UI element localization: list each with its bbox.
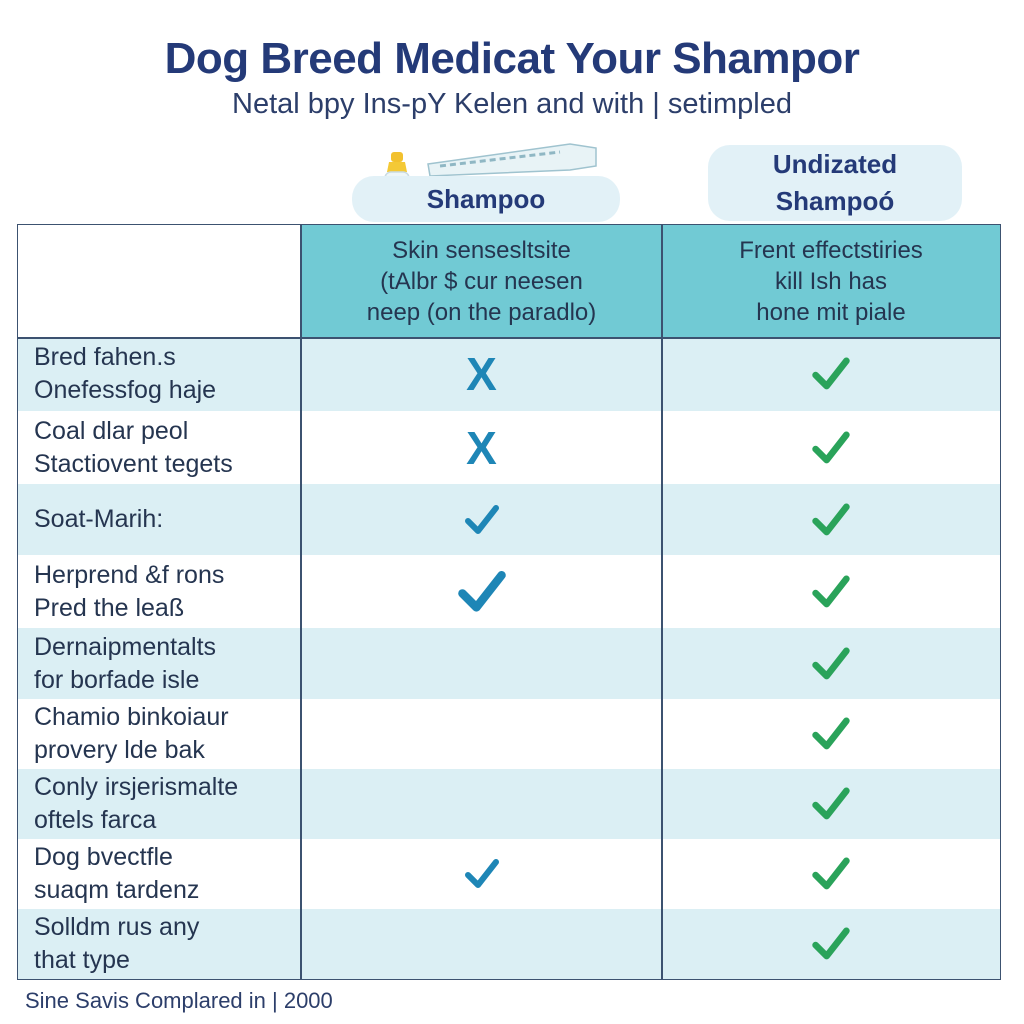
col1-cell (301, 628, 662, 699)
col1-cell: X (301, 411, 662, 484)
col1-cell (301, 839, 662, 909)
table-header-col2-line: Frent effectstiries (739, 236, 923, 264)
col2-cell (662, 628, 1000, 699)
page-title: Dog Breed Medicat Your Shampor (164, 34, 860, 83)
row-label-line: for borfade isle (34, 665, 200, 694)
row-label-line: Coal dlar peol (34, 416, 189, 445)
table-row: Bred fahen.s Onefessfog haje X (18, 337, 1000, 411)
table-header-col2-line: hone mit piale (756, 298, 906, 326)
product-label-shampoo-text: Shampoo (426, 183, 546, 214)
table-row: Coal dlar peol Stactiovent tegets X (18, 411, 1000, 484)
row-label: Chamio binkoiaur provery lde bak (34, 699, 304, 769)
table-row: Soat-Marih: (18, 484, 1000, 555)
row-label-line: Conly irsjerismalte (34, 773, 239, 801)
shampoo-tube-icon (427, 143, 597, 177)
blue-check-icon (457, 570, 506, 612)
row-label: Conly irsjerismalte oftels farca (34, 769, 304, 839)
col1-cell (301, 484, 662, 555)
table-header-col1-line: (tAlbr $ cur neesen (380, 267, 583, 295)
table-divider (661, 225, 663, 979)
table-row: Dernaipmentalts for borfade isle (18, 628, 1000, 699)
row-label-line: Herprend &f rons (34, 560, 225, 589)
green-check-icon (812, 647, 850, 679)
row-label-line: oftels farca (34, 806, 157, 834)
row-label: Coal dlar peol Stactiovent tegets (34, 411, 304, 484)
table-header-col1: Skin sensesltsite (tAlbr $ cur neesen ne… (301, 225, 662, 337)
table-row: Conly irsjerismalte oftels farca (18, 769, 1000, 839)
col1-cell (301, 909, 662, 979)
table-header-col2: Frent effectstiries kill Ish has hone mi… (662, 225, 1000, 337)
green-check-icon (812, 787, 850, 820)
table-header-col1-line: neep (on the paradlo) (366, 298, 597, 326)
page-subtitle: Netal bpy Ins-pY Kelen and with | setimp… (232, 88, 792, 120)
col2-cell (662, 699, 1000, 769)
green-check-icon (812, 717, 850, 750)
blue-check-icon (464, 504, 499, 534)
row-label-line: Chamio binkoiaur (34, 703, 229, 731)
row-label: Herprend &f rons Pred the leaß (34, 555, 304, 628)
table-row: Chamio binkoiaur provery lde bak (18, 699, 1000, 769)
row-label: Solldm rus any that type (34, 909, 304, 979)
table-header-col2-line: kill Ish has (774, 267, 888, 295)
table-divider (18, 337, 1000, 339)
row-label-line: that type (34, 946, 130, 974)
product-label-line1: Undizated (772, 149, 898, 179)
row-label-line: Soat-Marih: (34, 505, 164, 533)
col2-cell (662, 337, 1000, 411)
table-row: Solldm rus any that type (18, 909, 1000, 979)
row-label-line: suaqm tardenz (34, 876, 200, 904)
col2-cell (662, 909, 1000, 979)
row-label-line: Pred the leaß (34, 593, 185, 622)
table-header-col1-line: Skin sensesltsite (392, 236, 571, 264)
row-label-line: Dernaipmentalts (34, 632, 217, 661)
x-mark-icon: X (466, 348, 497, 400)
row-label-line: Stactiovent tegets (34, 449, 233, 478)
product-label-shampoo: Shampoo (352, 176, 620, 222)
col1-cell (301, 769, 662, 839)
green-check-icon (812, 575, 850, 607)
col1-cell (301, 699, 662, 769)
row-label: Bred fahen.s Onefessfog haje (34, 337, 304, 411)
row-label: Dog bvectfle suaqm tardenz (34, 839, 304, 909)
blue-check-icon (464, 859, 499, 888)
table-header-blank (18, 225, 301, 337)
footer-note: Sine Savis Complared in | 2000 (25, 988, 333, 1013)
green-check-icon (812, 927, 850, 960)
col2-cell (662, 484, 1000, 555)
table-row: Dog bvectfle suaqm tardenz (18, 839, 1000, 909)
col2-cell (662, 555, 1000, 628)
table-row: Herprend &f rons Pred the leaß (18, 555, 1000, 628)
product-label-undizated-shampoo: Undizated Shampoó (708, 145, 962, 221)
table-divider (300, 225, 302, 979)
row-label-line: Solldm rus any (34, 913, 200, 941)
comparison-table: Skin sensesltsite (tAlbr $ cur neesen ne… (17, 224, 1001, 980)
row-label-line: Dog bvectfle (34, 843, 173, 871)
row-label-line: provery lde bak (34, 736, 205, 764)
col2-cell (662, 769, 1000, 839)
product-label-line2: Shampoó (775, 186, 895, 216)
col1-cell: X (301, 337, 662, 411)
col2-cell (662, 411, 1000, 484)
green-check-icon (812, 503, 850, 535)
row-label: Dernaipmentalts for borfade isle (34, 628, 304, 699)
col2-cell (662, 839, 1000, 909)
green-check-icon (812, 431, 850, 463)
row-label-line: Bred fahen.s (34, 343, 176, 371)
green-check-icon (812, 857, 850, 890)
x-mark-icon: X (466, 421, 497, 474)
row-label-line: Onefessfog haje (34, 376, 217, 404)
green-check-icon (812, 357, 850, 390)
col1-cell (301, 555, 662, 628)
row-label: Soat-Marih: (34, 484, 304, 555)
